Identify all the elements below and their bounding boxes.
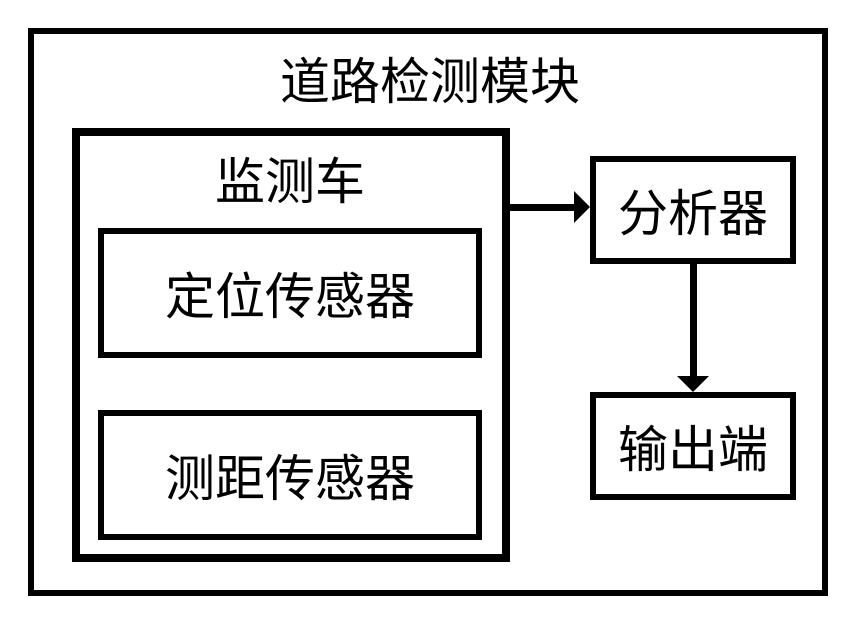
arrow-analyzer-to-output-line <box>690 264 697 376</box>
analyzer-box: 分析器 <box>590 156 796 264</box>
monitor-vehicle-title: 监测车 <box>170 142 410 214</box>
positioning-sensor-label: 定位传感器 <box>165 257 415 329</box>
positioning-sensor-box: 定位传感器 <box>98 228 482 358</box>
ranging-sensor-label: 测距传感器 <box>165 439 415 511</box>
analyzer-label: 分析器 <box>618 174 768 246</box>
output-box: 输出端 <box>590 392 796 500</box>
arrow-monitor-to-analyzer-head <box>574 191 590 223</box>
output-label: 输出端 <box>618 410 768 482</box>
module-title: 道路检测模块 <box>240 42 620 114</box>
arrow-analyzer-to-output-head <box>677 376 709 392</box>
arrow-monitor-to-analyzer-line <box>510 204 574 211</box>
ranging-sensor-box: 测距传感器 <box>98 410 482 540</box>
